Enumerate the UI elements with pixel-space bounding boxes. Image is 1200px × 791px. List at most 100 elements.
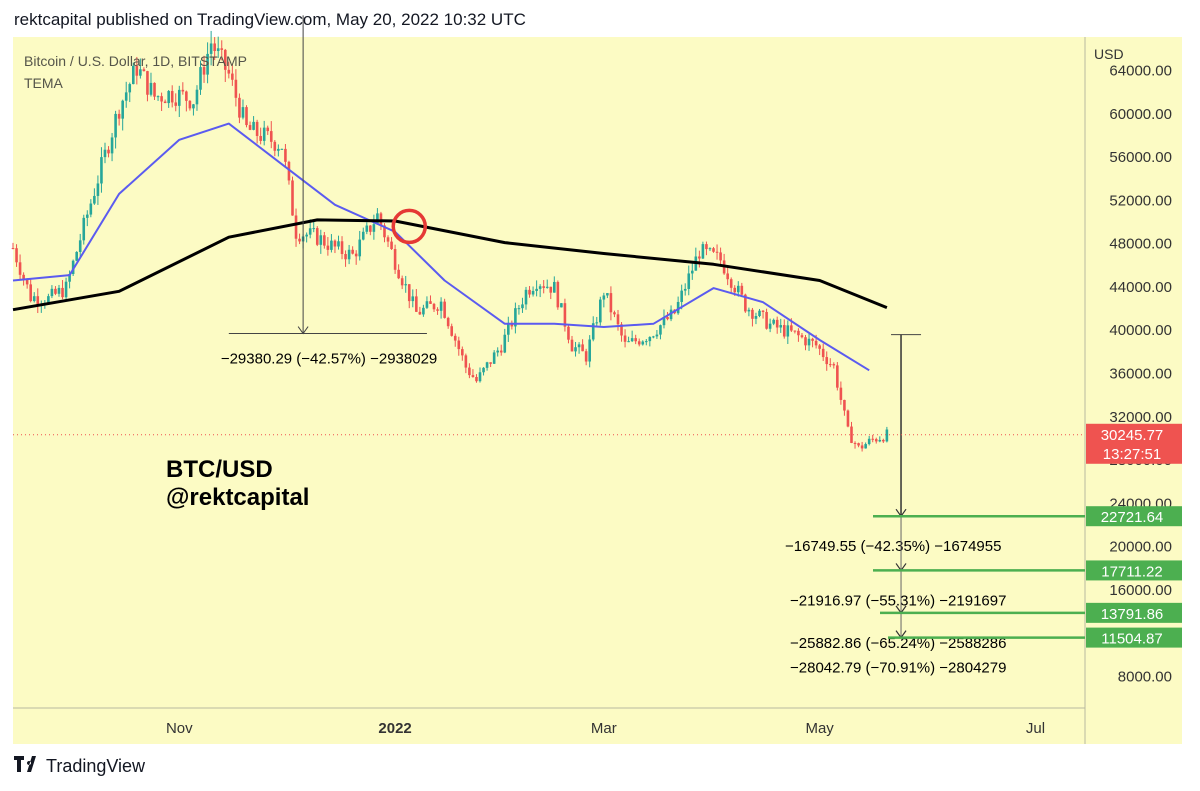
candle-body <box>733 287 737 293</box>
candle-body <box>719 252 722 261</box>
candle-body <box>422 307 425 315</box>
y-tick-label: 52000.00 <box>1109 192 1172 209</box>
candle-body <box>18 262 22 275</box>
level-badge <box>1086 506 1182 527</box>
current-price-label: 30245.77 <box>1101 427 1164 444</box>
candle-body <box>213 43 216 52</box>
candle-body <box>616 314 620 325</box>
candle-body <box>857 443 860 446</box>
candle-body <box>450 326 454 336</box>
candle-body <box>100 157 103 184</box>
candle-body <box>11 248 15 250</box>
candle-body <box>521 304 524 309</box>
candle-body <box>124 92 128 101</box>
candle-body <box>758 310 761 317</box>
candle-body <box>729 279 733 288</box>
candle-body <box>117 113 121 119</box>
candle-body <box>744 294 747 312</box>
candle-body <box>514 308 517 327</box>
candle-body <box>245 107 248 126</box>
candle-body <box>705 244 708 250</box>
level-badge-label: 13791.86 <box>1101 606 1164 623</box>
candle-body <box>128 84 132 93</box>
candle-body <box>160 96 163 102</box>
candle-body <box>429 301 432 304</box>
candle-body <box>234 79 238 98</box>
y-tick-label: 48000.00 <box>1109 236 1172 253</box>
candle-body <box>772 319 775 324</box>
candle-body <box>708 248 712 250</box>
y-tick-label: 64000.00 <box>1109 62 1172 79</box>
candle-body <box>259 135 262 141</box>
candle-body <box>425 301 429 308</box>
candle-body <box>524 289 528 305</box>
candle-body <box>765 311 768 329</box>
candle-body <box>397 269 400 279</box>
candle-body <box>503 334 507 353</box>
candle-body <box>223 49 227 70</box>
crossover-circle <box>391 208 428 245</box>
candle-body <box>535 288 538 291</box>
candle-body <box>613 312 616 315</box>
candle-body <box>563 303 567 327</box>
candle-body <box>602 295 606 300</box>
measure-label: −29380.29 (−42.57%) −2938029 <box>221 351 437 368</box>
candle-body <box>305 234 308 237</box>
candle-body <box>372 224 376 232</box>
candle-body <box>517 308 521 310</box>
candle-body <box>807 338 811 346</box>
candle-body <box>790 325 793 331</box>
candle-body <box>75 251 78 261</box>
candle-body <box>78 240 82 252</box>
level-badge <box>1086 627 1182 648</box>
candle-body <box>330 240 333 250</box>
candle-body <box>655 334 659 337</box>
candle-body <box>828 364 832 366</box>
level-badge-label: 17711.22 <box>1101 563 1162 580</box>
candle-body <box>560 303 563 308</box>
candle-body <box>195 89 199 105</box>
candle-body <box>156 96 160 98</box>
x-tick-label: Mar <box>591 720 617 737</box>
candle-body <box>351 249 354 254</box>
candle-body <box>68 273 71 282</box>
candle-body <box>882 439 885 442</box>
candle-body <box>461 349 464 356</box>
candle-body <box>167 91 170 104</box>
candle-body <box>25 278 29 285</box>
candle-body <box>634 338 637 342</box>
candle-body <box>273 141 277 151</box>
measurement-tools: −29380.29 (−42.57%) −2938029 −16749.55 (−… <box>221 15 1006 677</box>
x-axis: Nov 2022 Mar May Jul <box>166 720 1045 737</box>
candle-body <box>567 326 570 340</box>
candle-body <box>860 445 864 449</box>
candle-body <box>793 330 797 332</box>
candle-body <box>644 341 648 343</box>
candle-body <box>96 183 100 196</box>
price-axis-panel[interactable] <box>1085 37 1182 744</box>
candle-body <box>393 249 397 270</box>
candle-body <box>216 48 220 52</box>
candle-body <box>800 335 804 338</box>
candle-body <box>294 215 298 239</box>
candle-body <box>436 309 439 311</box>
candle-body <box>797 330 800 336</box>
candle-body <box>61 287 64 298</box>
candle-body <box>591 323 595 340</box>
candle-body <box>832 364 836 366</box>
candle-body <box>199 67 202 90</box>
candle-body <box>864 444 867 449</box>
candle-body <box>553 281 556 293</box>
candle-body <box>623 335 627 342</box>
candle-body <box>542 286 545 288</box>
candle-body <box>400 278 404 286</box>
candle-body <box>599 299 602 323</box>
candle-body <box>871 438 875 440</box>
candle-body <box>15 248 18 263</box>
candle-body <box>577 344 581 348</box>
candle-body <box>308 228 312 235</box>
candle-body <box>110 137 114 154</box>
tradingview-logo[interactable]: TradingView <box>14 756 145 777</box>
candle-body <box>255 121 259 136</box>
